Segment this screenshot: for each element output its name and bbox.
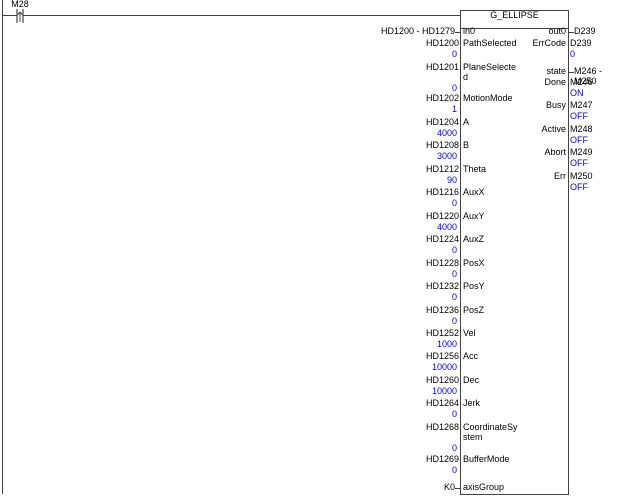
fb-output-operand-abort[interactable]: M249: [570, 147, 593, 157]
fb-input-operand-pathselected[interactable]: HD1200: [425, 38, 459, 48]
fb-output-operand-state[interactable]: M246 - M250: [574, 66, 603, 86]
fb-output-value-errcode: 0: [570, 49, 576, 59]
fb-input-operand-b[interactable]: HD1208: [425, 140, 459, 150]
fb-input-pin-name-theta: Theta: [463, 164, 487, 174]
fb-input-pin-name-coordinatesystem: CoordinateSy stem: [463, 422, 518, 442]
fb-input-pin-name-auxy: AuxY: [463, 211, 485, 221]
fb-input-pin-tick-axisgroup: [455, 488, 460, 489]
fb-output-operand-out0[interactable]: D239: [574, 26, 596, 36]
fb-input-value-auxy: 4000: [436, 222, 457, 232]
fb-input-operand-planeselected[interactable]: HD1201: [425, 62, 459, 72]
fb-output-operand-busy[interactable]: M247: [570, 100, 593, 110]
fb-input-pin-name-b: B: [463, 140, 470, 150]
fb-input-value-vel: 1000: [436, 339, 457, 349]
fb-input-operand-dec[interactable]: HD1260: [425, 375, 459, 385]
function-block-g-ellipse[interactable]: [460, 10, 569, 495]
fb-output-value-abort: OFF: [570, 158, 588, 168]
fb-input-operand-acc[interactable]: HD1256: [425, 351, 459, 361]
fb-output-operand-active[interactable]: M248: [570, 124, 593, 134]
fb-output-value-done: ON: [570, 88, 584, 98]
fb-output-value-busy: OFF: [570, 111, 588, 121]
fb-input-operand-theta[interactable]: HD1212: [425, 164, 459, 174]
fb-input-value-b: 3000: [436, 151, 457, 161]
fb-input-value-motionmode: 1: [451, 104, 457, 114]
fb-input-operand-coordinatesystem[interactable]: HD1268: [425, 422, 459, 432]
fb-input-pin-name-a: A: [463, 117, 470, 127]
fb-input-operand-auxz[interactable]: HD1224: [425, 234, 459, 244]
fb-input-pin-name-auxx: AuxX: [463, 187, 485, 197]
fb-input-pin-name-motionmode: MotionMode: [463, 93, 513, 103]
fb-output-operand-done[interactable]: M246: [570, 77, 593, 87]
fb-input-operand-posz[interactable]: HD1236: [425, 305, 459, 315]
fb-input-value-posy: 0: [451, 292, 457, 302]
fb-input-pin-name-planeselected: PlaneSelecte d: [463, 62, 517, 82]
fb-output-pin-name-active: Active: [541, 124, 566, 134]
fb-input-pin-name-posx: PosX: [463, 258, 485, 268]
fb-output-pin-tick-state: [569, 72, 574, 73]
fb-input-pin-name-jerk: Jerk: [463, 398, 481, 408]
fb-output-value-active: OFF: [570, 135, 588, 145]
fb-input-value-pathselected: 0: [451, 49, 457, 59]
fb-input-value-a: 4000: [436, 128, 457, 138]
fb-input-pin-name-dec: Dec: [463, 375, 480, 385]
fb-input-value-coordinatesystem: 0: [451, 443, 457, 453]
fb-input-value-posx: 0: [451, 269, 457, 279]
fb-input-value-planeselected: 0: [451, 83, 457, 93]
fb-input-pin-name-buffermode: BufferMode: [463, 454, 510, 464]
function-block-title-separator: [460, 28, 569, 29]
fb-input-operand-vel[interactable]: HD1252: [425, 328, 459, 338]
fb-input-pin-name-in0: in0: [463, 26, 476, 36]
fb-input-value-acc: 10000: [431, 362, 457, 372]
fb-output-operand-err[interactable]: M250: [570, 171, 593, 181]
fb-input-value-auxz: 0: [451, 245, 457, 255]
contact-device-label: M28: [11, 0, 29, 9]
fb-output-pin-name-errcode: ErrCode: [532, 38, 566, 48]
fb-input-pin-name-acc: Acc: [463, 351, 479, 361]
fb-input-operand-posx[interactable]: HD1228: [425, 258, 459, 268]
fb-input-pin-name-axisgroup: axisGroup: [463, 482, 505, 492]
fb-output-pin-name-abort: Abort: [544, 147, 566, 157]
fb-input-operand-axisgroup[interactable]: K0: [443, 482, 455, 492]
fb-input-value-auxx: 0: [451, 198, 457, 208]
fb-input-value-theta: 90: [446, 175, 457, 185]
fb-output-pin-name-err: Err: [554, 171, 566, 181]
fb-input-operand-auxx[interactable]: HD1216: [425, 187, 459, 197]
fb-output-value-err: OFF: [570, 182, 588, 192]
fb-input-pin-name-vel: Vel: [463, 328, 476, 338]
fb-output-pin-tick-out0: [569, 32, 574, 33]
fb-output-pin-name-state: state: [546, 66, 566, 76]
fb-input-operand-jerk[interactable]: HD1264: [425, 398, 459, 408]
fb-input-value-buffermode: 0: [451, 465, 457, 475]
fb-input-pin-name-posy: PosY: [463, 281, 485, 291]
fb-output-pin-name-done: Done: [544, 77, 566, 87]
fb-input-pin-name-posz: PosZ: [463, 305, 485, 315]
fb-input-operand-auxy[interactable]: HD1220: [425, 211, 459, 221]
fb-input-pin-name-pathselected: PathSelected: [463, 38, 517, 48]
fb-input-pin-tick-in0: [455, 32, 460, 33]
fb-input-operand-posy[interactable]: HD1232: [425, 281, 459, 291]
fb-input-operand-motionmode[interactable]: HD1202: [425, 93, 459, 103]
rising-edge-arrow-icon: [17, 11, 23, 22]
fb-input-value-posz: 0: [451, 316, 457, 326]
fb-input-operand-a[interactable]: HD1204: [425, 117, 459, 127]
fb-input-value-dec: 10000: [431, 386, 457, 396]
rising-edge-contact[interactable]: [3, 9, 461, 23]
fb-output-pin-name-busy: Busy: [545, 100, 566, 110]
fb-input-operand-buffermode[interactable]: HD1269: [425, 454, 459, 464]
fb-output-pin-name-out0: out0: [548, 26, 566, 36]
fb-input-value-jerk: 0: [451, 409, 457, 419]
fb-output-operand-errcode[interactable]: D239: [570, 38, 592, 48]
function-block-title: G_ELLIPSE: [490, 10, 539, 20]
fb-input-pin-name-auxz: AuxZ: [463, 234, 485, 244]
fb-input-operand-in0[interactable]: HD1200 - HD1279: [380, 26, 455, 36]
